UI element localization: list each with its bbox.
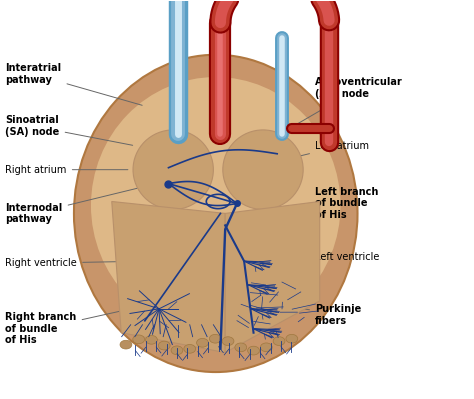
Ellipse shape bbox=[223, 130, 303, 209]
Ellipse shape bbox=[197, 338, 209, 347]
Text: Interatrial
pathway: Interatrial pathway bbox=[5, 63, 142, 105]
Ellipse shape bbox=[171, 346, 183, 355]
Ellipse shape bbox=[260, 343, 272, 352]
Ellipse shape bbox=[247, 346, 259, 355]
Text: Left atrium: Left atrium bbox=[287, 141, 369, 159]
Ellipse shape bbox=[210, 334, 221, 343]
Text: Right branch
of bundle
of His: Right branch of bundle of His bbox=[5, 300, 173, 345]
Polygon shape bbox=[225, 201, 319, 353]
Ellipse shape bbox=[91, 77, 340, 334]
Ellipse shape bbox=[158, 341, 170, 350]
Text: Right ventricle: Right ventricle bbox=[5, 258, 145, 268]
Text: Sinoatrial
(SA) node: Sinoatrial (SA) node bbox=[5, 115, 133, 145]
Ellipse shape bbox=[222, 337, 234, 346]
Ellipse shape bbox=[120, 340, 132, 349]
Ellipse shape bbox=[74, 55, 357, 372]
Ellipse shape bbox=[235, 343, 246, 352]
Text: Left ventricle: Left ventricle bbox=[287, 252, 379, 262]
Ellipse shape bbox=[184, 344, 196, 353]
Polygon shape bbox=[112, 201, 225, 353]
Text: Atrioventricular
(AV) node: Atrioventricular (AV) node bbox=[265, 77, 403, 142]
Ellipse shape bbox=[286, 334, 298, 343]
Ellipse shape bbox=[146, 336, 157, 344]
Ellipse shape bbox=[133, 335, 145, 344]
Text: Internodal
pathway: Internodal pathway bbox=[5, 188, 137, 224]
Text: Left branch
of bundle
of His: Left branch of bundle of His bbox=[275, 187, 378, 220]
Text: Right atrium: Right atrium bbox=[5, 165, 128, 175]
Text: Purkinje
fibers: Purkinje fibers bbox=[273, 303, 361, 326]
Ellipse shape bbox=[133, 130, 213, 209]
Ellipse shape bbox=[273, 337, 285, 346]
